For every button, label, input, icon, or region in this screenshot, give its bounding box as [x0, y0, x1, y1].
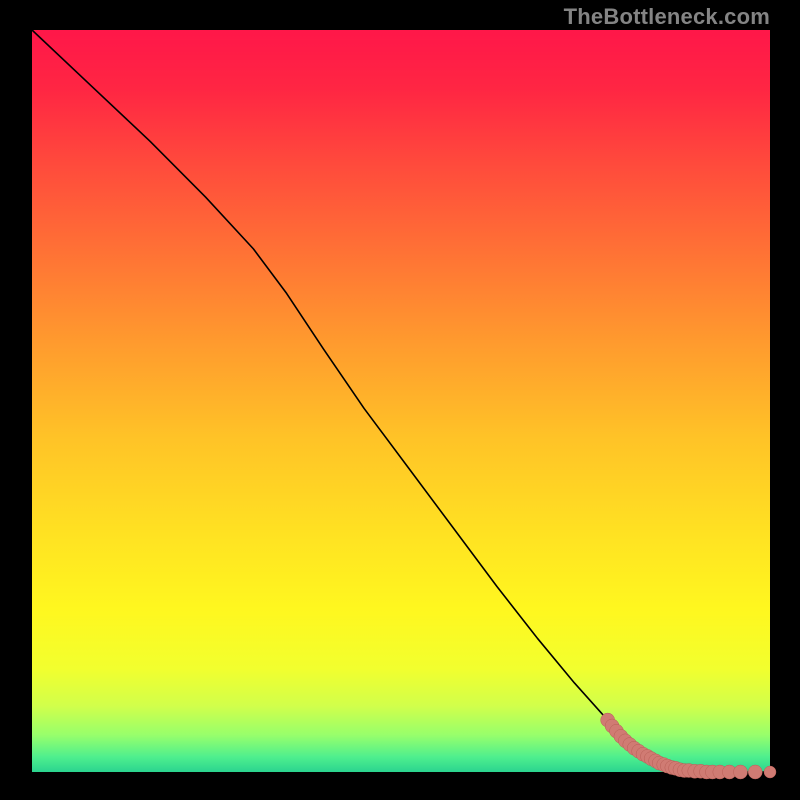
chart-plot-area — [32, 30, 770, 772]
watermark-text: TheBottleneck.com — [564, 4, 770, 30]
